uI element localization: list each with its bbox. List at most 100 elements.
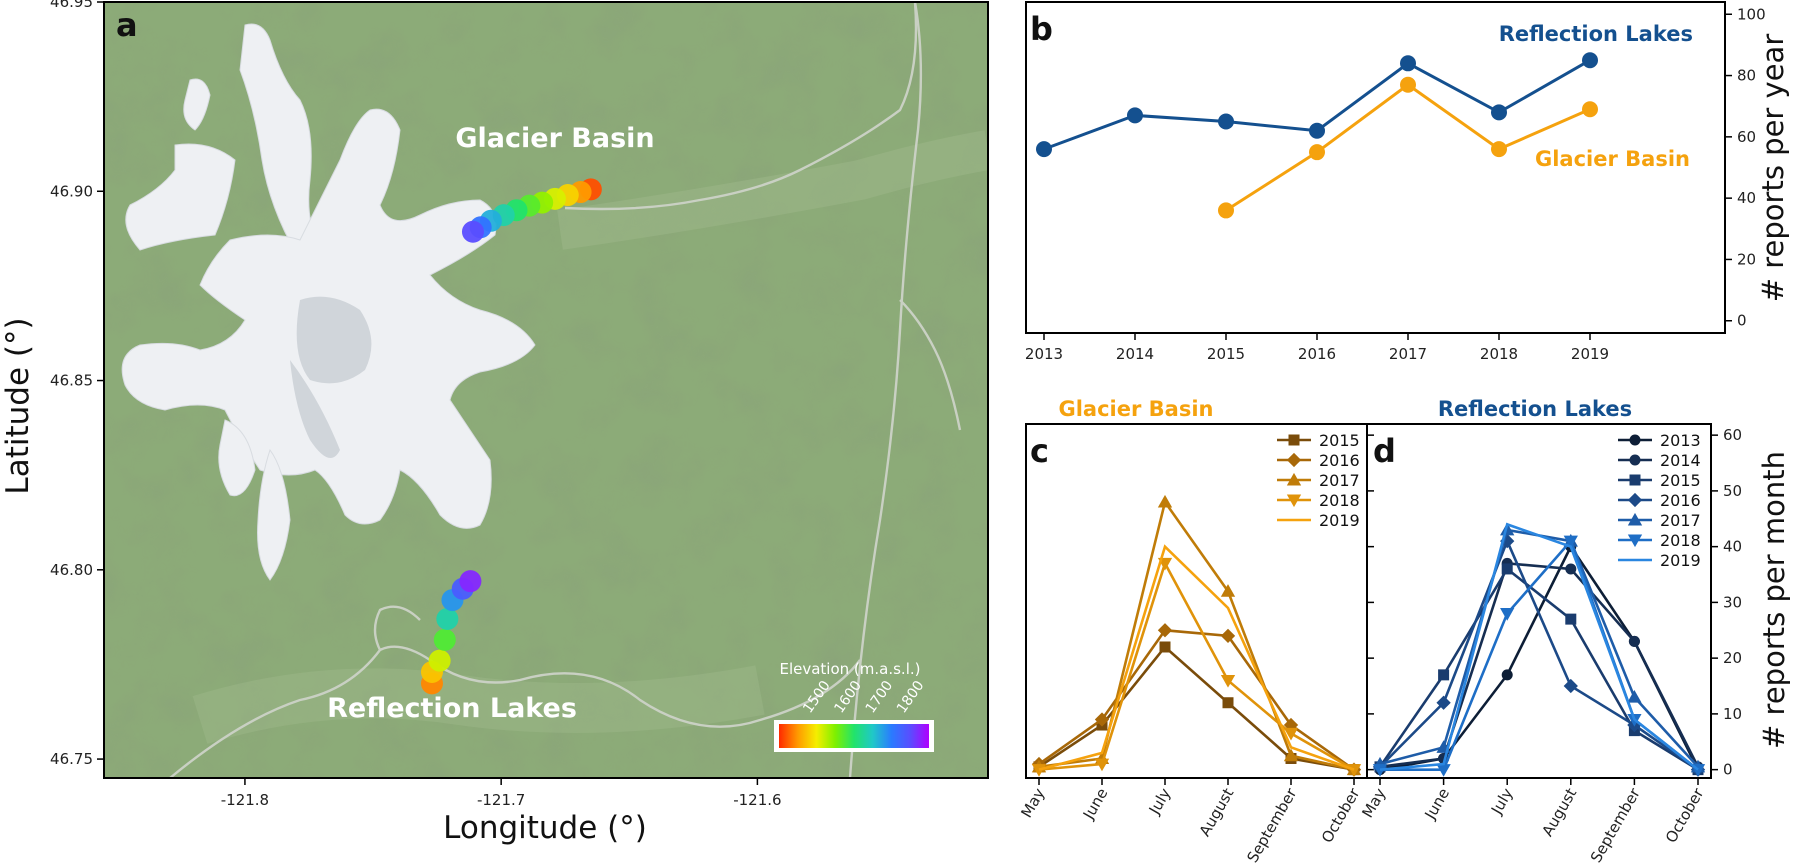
c-x-tick-label: September bbox=[1243, 784, 1300, 865]
map-y-tick-label: 46.95 bbox=[50, 0, 93, 11]
c-point bbox=[1220, 584, 1236, 597]
c-point bbox=[1220, 628, 1236, 643]
c-x-tick-label: May bbox=[1017, 785, 1048, 821]
glacier-basin-monthly-panel: Glacier Basin May June July August September… bbox=[1017, 397, 1374, 865]
panel-b-y-tick-label: 20 bbox=[1737, 250, 1756, 268]
d-legend-marker bbox=[1629, 434, 1641, 446]
panel-b-point bbox=[1309, 144, 1325, 161]
panel-b-y-tick-label: 80 bbox=[1737, 67, 1756, 85]
d-legend-marker bbox=[1627, 534, 1643, 548]
d-legend-label: 2016 bbox=[1660, 491, 1701, 510]
panel-b-y-tick-label: 40 bbox=[1737, 189, 1756, 207]
map-point bbox=[459, 570, 482, 593]
d-x-tick-label: October bbox=[1662, 784, 1708, 846]
d-point bbox=[1436, 695, 1451, 710]
map-summit-shading bbox=[290, 296, 372, 458]
d-legend-marker bbox=[1627, 492, 1643, 508]
c-series-line bbox=[1038, 544, 1355, 771]
panel-b-point bbox=[1582, 101, 1598, 118]
panel-b-point bbox=[1309, 122, 1325, 139]
panel-b-x-tick-label: 2019 bbox=[1571, 345, 1609, 363]
c-point bbox=[1159, 641, 1171, 653]
map-x-tick-label: -121.7 bbox=[477, 791, 525, 809]
map-x-tick-label: -121.8 bbox=[221, 791, 269, 809]
panel-letter-a: a bbox=[116, 6, 138, 44]
d-legend-label: 2018 bbox=[1660, 531, 1701, 550]
d-point bbox=[1563, 535, 1578, 549]
c-legend-marker bbox=[1286, 452, 1302, 468]
c-legend-marker bbox=[1286, 472, 1302, 486]
glacier-basin-label: Glacier Basin bbox=[455, 123, 654, 154]
c-point bbox=[1220, 674, 1236, 688]
panel-d-frame bbox=[1366, 423, 1712, 779]
d-y-tick-label: 10 bbox=[1723, 705, 1742, 723]
panel-b-x-tick-label: 2017 bbox=[1389, 345, 1427, 363]
panel-letter-b: b bbox=[1030, 10, 1053, 48]
panel-letter-d: d bbox=[1373, 432, 1396, 470]
panel-c-title: Glacier Basin bbox=[1059, 397, 1214, 421]
reflection-lakes-label: Reflection Lakes bbox=[327, 693, 577, 724]
c-legend-label: 2018 bbox=[1319, 491, 1360, 510]
map-point bbox=[433, 628, 456, 651]
d-point bbox=[1500, 608, 1515, 621]
panel-letter-c: c bbox=[1030, 432, 1049, 470]
c-point bbox=[1094, 758, 1110, 772]
map-point bbox=[461, 220, 484, 243]
panel-b-point bbox=[1127, 107, 1143, 124]
c-legend-label: 2015 bbox=[1319, 431, 1360, 450]
d-y-tick-label: 50 bbox=[1723, 482, 1742, 500]
map-y-axis-label: Latitude (°) bbox=[0, 317, 36, 494]
d-y-tick-label: 40 bbox=[1723, 538, 1742, 556]
c-legend-marker bbox=[1288, 434, 1300, 446]
panel-b-y-tick-label: 0 bbox=[1737, 312, 1747, 330]
panel-b-y-tick-label: 60 bbox=[1737, 128, 1756, 146]
c-x-tick-label: October bbox=[1318, 784, 1364, 846]
map-panel: Glacier Basin Reflection Lakes Elevation… bbox=[0, 0, 989, 846]
d-y-tick-label: 60 bbox=[1723, 426, 1742, 444]
d-legend-label: 2017 bbox=[1660, 511, 1701, 530]
c-legend-label: 2017 bbox=[1319, 471, 1360, 490]
d-legend-label: 2019 bbox=[1660, 551, 1701, 570]
d-series-line bbox=[1378, 567, 1699, 771]
d-y-tick-label: 30 bbox=[1723, 593, 1742, 611]
d-legend-marker bbox=[1629, 454, 1641, 466]
c-series-line bbox=[1038, 628, 1355, 771]
panel-d-title: Reflection Lakes bbox=[1438, 397, 1632, 421]
panel-b-point bbox=[1582, 52, 1598, 69]
map-frame bbox=[103, 1, 989, 779]
panel-b-point bbox=[1400, 55, 1416, 72]
c-series-line bbox=[1038, 645, 1355, 771]
map-roads bbox=[169, 2, 962, 778]
panel-b-point bbox=[1218, 113, 1234, 130]
d-point bbox=[1436, 764, 1451, 777]
c-point bbox=[1157, 623, 1173, 638]
panel-b-y-tick-label: 100 bbox=[1737, 5, 1766, 23]
c-point bbox=[1283, 748, 1299, 762]
d-y-tick-label: 20 bbox=[1723, 649, 1742, 667]
d-point bbox=[1628, 635, 1640, 647]
panel-b-frame bbox=[1025, 1, 1726, 334]
c-x-tick-label: August bbox=[1196, 785, 1238, 840]
c-point bbox=[1283, 727, 1299, 741]
map-x-axis-label: Longitude (°) bbox=[443, 810, 647, 846]
d-point bbox=[1438, 669, 1450, 681]
d-series-line bbox=[1379, 522, 1699, 771]
panel-b-legend-glacier-basin: Glacier Basin bbox=[1535, 147, 1690, 171]
d-y-tick-label: 0 bbox=[1723, 761, 1733, 779]
d-point bbox=[1501, 669, 1513, 681]
d-x-tick-label: June bbox=[1421, 785, 1453, 823]
panel-b-point bbox=[1491, 141, 1507, 158]
d-point bbox=[1501, 563, 1513, 575]
map-x-tick-label: -121.6 bbox=[733, 791, 781, 809]
c-x-tick-label: June bbox=[1079, 785, 1111, 823]
c-legend-marker bbox=[1286, 494, 1302, 508]
colorbar-title: Elevation (m.a.s.l.) bbox=[779, 660, 920, 678]
panel-b-y-axis-label: # reports per year bbox=[1756, 34, 1790, 303]
panel-b-x-tick-label: 2018 bbox=[1480, 345, 1518, 363]
map-point bbox=[436, 608, 459, 631]
c-point bbox=[1031, 764, 1047, 777]
d-point bbox=[1565, 613, 1577, 625]
d-point bbox=[1627, 690, 1642, 703]
d-point bbox=[1372, 764, 1388, 777]
